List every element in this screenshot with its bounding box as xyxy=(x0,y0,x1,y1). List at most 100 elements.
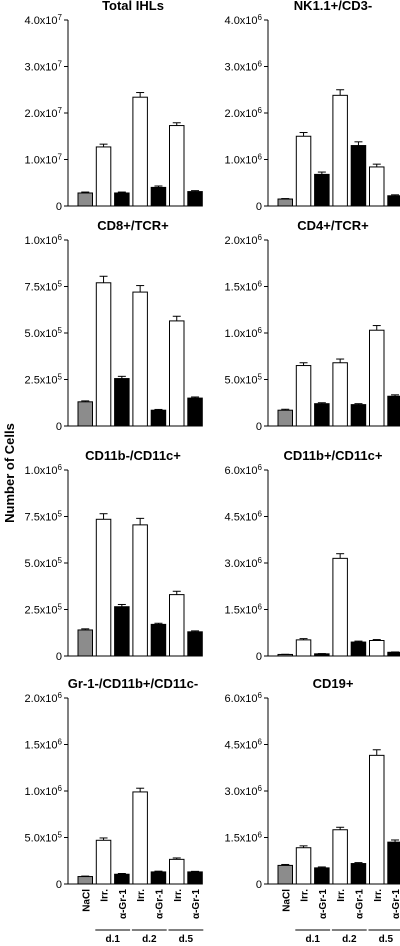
bar xyxy=(95,282,112,427)
y-tick-label: 4.5x106 xyxy=(225,510,263,524)
bar xyxy=(295,639,312,657)
bar xyxy=(169,858,185,885)
bar xyxy=(95,146,112,207)
bar xyxy=(169,594,185,657)
bar xyxy=(314,173,330,207)
bar xyxy=(350,404,367,427)
y-tick-label: 1.0x106 xyxy=(225,153,263,167)
y-tick-label: 5.0x105 xyxy=(25,556,63,570)
bar xyxy=(132,791,148,885)
y-tick-label: 1.0x106 xyxy=(25,233,63,247)
y-tick-label: 7.5x105 xyxy=(25,280,63,294)
bar xyxy=(350,641,367,657)
y-tick-label: 1.0x106 xyxy=(25,463,63,477)
y-tick-label: 5.0x105 xyxy=(25,326,63,340)
y-tick-label: 0 xyxy=(56,421,62,433)
bar xyxy=(369,329,385,427)
y-tick-label: 2.0x106 xyxy=(225,233,263,247)
chart-panel-7: Gr-1-/CD11b+/CD11c- 0 5.0x105 1.0x106 1.5x10… xyxy=(25,676,204,945)
y-tick-label: 5.0x105 xyxy=(225,373,263,387)
y-tick-label: 2.0x106 xyxy=(25,691,63,705)
group-label: d.2 xyxy=(342,934,357,945)
y-tick-label: 3.0x106 xyxy=(225,556,263,570)
condition-label: Irr. xyxy=(173,889,184,902)
y-tick-label: 0 xyxy=(256,879,262,891)
y-tick-label: 1.5x106 xyxy=(225,603,263,617)
y-tick-label: 2.5x105 xyxy=(25,603,63,617)
condition-label: Irr. xyxy=(336,889,347,902)
chart-title: Gr-1-/CD11b+/CD11c- xyxy=(68,676,198,691)
y-tick-label: 1.5x106 xyxy=(25,738,63,752)
y-tick-label: 2.0x107 xyxy=(25,106,63,120)
bar xyxy=(77,629,93,657)
bar xyxy=(114,606,130,657)
bar xyxy=(169,125,185,207)
y-tick-label: 0 xyxy=(256,651,262,663)
condition-label: Irr. xyxy=(136,889,147,902)
bar xyxy=(114,192,130,207)
group-label: d.1 xyxy=(305,934,320,945)
chart-title: CD4+/TCR+ xyxy=(297,218,369,233)
bar xyxy=(295,847,312,885)
bar xyxy=(187,191,203,207)
y-tick-label: 1.0x106 xyxy=(25,784,63,798)
bar xyxy=(132,291,148,427)
y-tick-label: 2.0x106 xyxy=(225,106,263,120)
bar xyxy=(387,395,400,427)
y-tick-label: 0 xyxy=(256,421,262,433)
y-tick-label: 2.5x105 xyxy=(25,373,63,387)
y-tick-label: 3.0x107 xyxy=(25,60,63,74)
bar xyxy=(187,397,203,427)
condition-label: Irr. xyxy=(300,889,311,902)
bar xyxy=(169,320,185,427)
y-tick-label: 0 xyxy=(56,651,62,663)
bar xyxy=(95,839,112,885)
bar xyxy=(387,195,400,207)
chart-title: CD11b-/CD11c+ xyxy=(85,448,181,463)
group-label: d.1 xyxy=(105,934,120,945)
y-tick-label: 6.0x106 xyxy=(225,463,263,477)
condition-label: Irr. xyxy=(373,889,384,902)
chart-panel-3: CD8+/TCR+ 0 2.5x105 5.0x105 7.5x105 1.0x106 xyxy=(25,218,203,433)
bar xyxy=(295,135,312,207)
bar xyxy=(332,94,348,207)
chart-panel-8: CD19+ 0 1.5x106 3.0x106 4.5x106 6.0x106 NaCl Ir… xyxy=(225,676,400,945)
chart-panel-5: CD11b-/CD11c+ 0 2.5x105 5.0x105 7.5x105 1.0x1… xyxy=(25,448,203,663)
y-tick-label: 0 xyxy=(56,201,62,213)
chart-panel-1: Total IHLs 0 1.0x107 2.0x107 3.0x107 4.0x107 xyxy=(25,0,203,213)
chart-title: CD11b+/CD11c+ xyxy=(283,448,382,463)
chart-panel-2: NK1.1+/CD3- 0 1.0x106 2.0x106 3.0x106 4.0x106 xyxy=(225,0,400,213)
y-tick-label: 7.5x105 xyxy=(25,510,63,524)
bar xyxy=(77,876,93,885)
bar xyxy=(77,401,93,427)
bar xyxy=(332,557,348,657)
chart-title: CD8+/TCR+ xyxy=(97,218,169,233)
bar xyxy=(314,653,330,657)
bar xyxy=(150,623,167,657)
condition-label: NaCl xyxy=(281,889,292,912)
chart-title: CD19+ xyxy=(313,676,354,691)
bar xyxy=(95,518,112,657)
condition-label: NaCl xyxy=(81,889,92,912)
y-tick-label: 4.0x106 xyxy=(225,13,263,27)
y-tick-label: 0 xyxy=(56,879,62,891)
bar xyxy=(387,651,400,657)
bar xyxy=(295,365,312,427)
y-tick-label: 3.0x106 xyxy=(225,784,263,798)
bar xyxy=(132,524,148,657)
bar xyxy=(387,841,400,885)
condition-label: α-Gr-1 xyxy=(191,889,202,919)
group-label: d.5 xyxy=(179,934,194,945)
bar xyxy=(369,166,385,207)
y-tick-label: 4.5x106 xyxy=(225,738,263,752)
condition-label: α-Gr-1 xyxy=(354,889,365,919)
y-tick-label: 1.0x106 xyxy=(225,326,263,340)
bar xyxy=(277,409,293,427)
bar xyxy=(277,198,293,207)
bar xyxy=(369,640,385,657)
group-label: d.5 xyxy=(379,934,394,945)
group-label: d.2 xyxy=(142,934,157,945)
bar xyxy=(350,145,367,207)
condition-label: α-Gr-1 xyxy=(154,889,165,919)
